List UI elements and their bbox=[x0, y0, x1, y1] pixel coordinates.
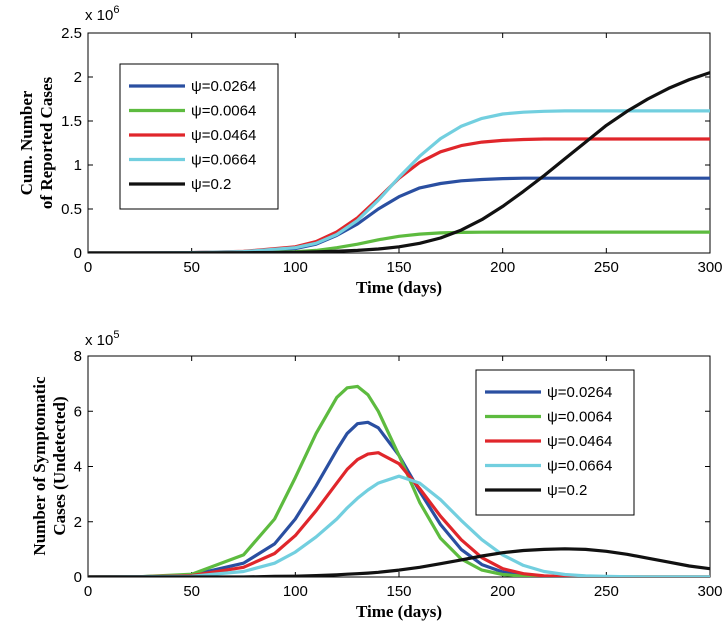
y-axis-label-line: of Reported Cases bbox=[37, 77, 56, 210]
y-tick-label: 0.5 bbox=[61, 201, 82, 218]
x-tick-label: 250 bbox=[594, 259, 619, 276]
x-tick-label: 200 bbox=[490, 259, 515, 276]
y-exponent-base: x 10 bbox=[85, 7, 113, 24]
x-tick-label: 50 bbox=[183, 583, 200, 600]
y-tick-label: 8 bbox=[74, 348, 82, 365]
legend-label: ψ=0.0264 bbox=[547, 384, 612, 401]
x-tick-label: 200 bbox=[490, 583, 515, 600]
x-tick-label: 300 bbox=[697, 259, 722, 276]
legend: ψ=0.0264 ψ=0.0064 ψ=0.0464 ψ=0.0664 ψ=0.2 bbox=[475, 369, 635, 516]
y-tick-label: 2 bbox=[74, 514, 82, 531]
series-line-5 bbox=[88, 547, 710, 577]
series-line-4 bbox=[88, 474, 710, 577]
legend-label: ψ=0.0664 bbox=[191, 152, 256, 169]
x-tick-label: 100 bbox=[283, 259, 308, 276]
x-axis-label: Time (days) bbox=[356, 278, 442, 297]
y-tick-label: 6 bbox=[74, 403, 82, 420]
x-axis-label: Time (days) bbox=[356, 602, 442, 621]
legend: ψ=0.0264 ψ=0.0064 ψ=0.0464 ψ=0.0664 ψ=0.2 bbox=[119, 63, 279, 210]
series-line-3 bbox=[88, 451, 710, 577]
legend-label: ψ=0.0264 bbox=[191, 78, 256, 95]
y-tick-label: 0 bbox=[74, 245, 82, 262]
legend-label: ψ=0.2 bbox=[547, 482, 587, 499]
x-tick-label: 50 bbox=[183, 259, 200, 276]
y-axis-label: Number of SymptomaticCases (Undetected) bbox=[30, 376, 69, 556]
series-line-1 bbox=[88, 420, 710, 577]
y-tick-label: 2 bbox=[74, 69, 82, 86]
x-tick-label: 0 bbox=[84, 583, 92, 600]
legend-label: ψ=0.0064 bbox=[191, 103, 256, 120]
y-tick-label: 2.5 bbox=[61, 25, 82, 42]
y-tick-label: 1 bbox=[74, 157, 82, 174]
x-tick-label: 150 bbox=[386, 583, 411, 600]
chart-panel-2: 0 50 100 150 200 250 300 0 2 4 6 8x 105 Time (days) N… bbox=[30, 329, 723, 621]
y-exponent-power: 5 bbox=[113, 329, 119, 341]
y-tick-label: 1.5 bbox=[61, 113, 82, 130]
y-axis-label: Cum. Numberof Reported Cases bbox=[17, 77, 56, 210]
series-group bbox=[88, 70, 710, 253]
legend-label: ψ=0.0664 bbox=[547, 458, 612, 475]
x-tick-label: 300 bbox=[697, 583, 722, 600]
y-exponent-label: x 106 bbox=[85, 4, 119, 24]
y-exponent-base: x 10 bbox=[85, 332, 113, 349]
y-tick-label: 0 bbox=[74, 569, 82, 586]
series-line-2 bbox=[88, 384, 710, 577]
legend-label: ψ=0.0464 bbox=[191, 127, 256, 144]
x-tick-label: 0 bbox=[84, 259, 92, 276]
y-exponent-label: x 105 bbox=[85, 329, 119, 349]
y-axis-label-line: Cases (Undetected) bbox=[50, 396, 69, 535]
series-group bbox=[88, 384, 710, 577]
legend-label: ψ=0.2 bbox=[191, 176, 231, 193]
y-tick-label: 4 bbox=[74, 459, 82, 476]
chart-panel-1: 0 50 100 150 200 250 300 0 0.5 1 1.5 2 2.5x 106 Time … bbox=[17, 4, 723, 297]
x-tick-label: 150 bbox=[386, 259, 411, 276]
x-tick-label: 250 bbox=[594, 583, 619, 600]
legend-label: ψ=0.0464 bbox=[547, 433, 612, 450]
y-exponent-power: 6 bbox=[113, 4, 119, 16]
y-axis-label-line: Cum. Number bbox=[17, 90, 36, 195]
x-tick-label: 100 bbox=[283, 583, 308, 600]
y-axis-label-line: Number of Symptomatic bbox=[30, 376, 49, 556]
series-line-5 bbox=[88, 70, 710, 253]
legend-label: ψ=0.0064 bbox=[547, 409, 612, 426]
